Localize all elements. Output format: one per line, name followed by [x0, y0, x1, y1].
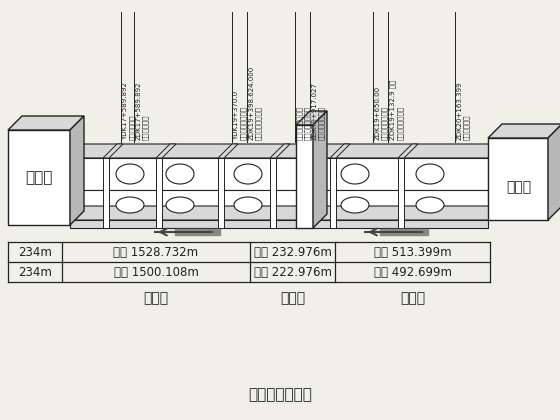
- Polygon shape: [103, 144, 123, 158]
- Text: 标段工程范围图: 标段工程范围图: [248, 387, 312, 402]
- Ellipse shape: [116, 197, 144, 213]
- Text: 盾构段: 盾构段: [400, 291, 425, 305]
- Polygon shape: [103, 158, 109, 228]
- Text: YDK19+370.0
粤山盾构始点里程: YDK19+370.0 粤山盾构始点里程: [234, 91, 247, 140]
- Polygon shape: [70, 206, 311, 220]
- Text: 中间风井起点里程
中同向结束点里程: 中间风井起点里程 中同向结束点里程: [296, 106, 311, 140]
- Text: 蛤地站: 蛤地站: [506, 180, 531, 194]
- Polygon shape: [70, 220, 297, 228]
- Ellipse shape: [166, 164, 194, 184]
- Polygon shape: [312, 220, 488, 228]
- Ellipse shape: [234, 164, 262, 184]
- Polygon shape: [313, 111, 327, 228]
- Polygon shape: [70, 144, 311, 158]
- Polygon shape: [398, 158, 404, 228]
- Polygon shape: [312, 158, 488, 190]
- Polygon shape: [218, 144, 238, 158]
- Polygon shape: [156, 144, 176, 158]
- Ellipse shape: [416, 197, 444, 213]
- Ellipse shape: [416, 164, 444, 184]
- Text: 右线 492.699m: 右线 492.699m: [374, 265, 451, 278]
- Text: 右线 1500.108m: 右线 1500.108m: [114, 265, 198, 278]
- Text: 左线 232.976m: 左线 232.976m: [254, 246, 332, 258]
- Ellipse shape: [166, 197, 194, 213]
- Polygon shape: [330, 144, 350, 158]
- Polygon shape: [70, 116, 84, 225]
- Text: ZDK20+163.399
区间终点里程: ZDK20+163.399 区间终点里程: [456, 81, 470, 140]
- Polygon shape: [270, 158, 276, 228]
- Polygon shape: [218, 158, 224, 228]
- Polygon shape: [330, 158, 336, 228]
- Text: 左线 222.976m: 左线 222.976m: [254, 265, 332, 278]
- Text: ZDK19+132.9 里程
金山盾构始点里程: ZDK19+132.9 里程 金山盾构始点里程: [390, 80, 404, 140]
- Text: ZDKT9+917.027
中间风井终点里程: ZDKT9+917.027 中间风井终点里程: [311, 82, 325, 140]
- Polygon shape: [312, 144, 502, 158]
- Text: ZDK19+398.624.000
中同向开始点里程: ZDK19+398.624.000 中同向开始点里程: [249, 66, 262, 140]
- Text: 234m: 234m: [18, 265, 52, 278]
- Polygon shape: [156, 158, 162, 228]
- Text: 盾构段: 盾构段: [143, 291, 169, 305]
- Polygon shape: [312, 190, 488, 220]
- Ellipse shape: [341, 164, 369, 184]
- Polygon shape: [8, 116, 84, 130]
- Polygon shape: [296, 125, 313, 228]
- Polygon shape: [70, 190, 297, 220]
- Ellipse shape: [341, 197, 369, 213]
- Polygon shape: [398, 144, 418, 158]
- Text: 西平站: 西平站: [25, 170, 53, 185]
- Text: 左线 513.399m: 左线 513.399m: [374, 246, 451, 258]
- Text: 矿山段: 矿山段: [280, 291, 305, 305]
- Ellipse shape: [234, 197, 262, 213]
- Text: 234m: 234m: [18, 246, 52, 258]
- Text: 左线 1528.732m: 左线 1528.732m: [114, 246, 199, 258]
- Ellipse shape: [116, 164, 144, 184]
- Polygon shape: [488, 124, 560, 138]
- Polygon shape: [8, 130, 70, 225]
- Text: YDK17+589.892
区间终点里程: YDK17+589.892 区间终点里程: [123, 82, 136, 140]
- Polygon shape: [70, 158, 297, 190]
- Polygon shape: [548, 124, 560, 220]
- Polygon shape: [488, 138, 548, 220]
- Text: ZDK19+650.00
粤山盾构始点里程: ZDK19+650.00 粤山盾构始点里程: [375, 86, 388, 140]
- Polygon shape: [296, 111, 327, 125]
- Polygon shape: [312, 206, 502, 220]
- Text: ZDK17+589.892
区间终点里程: ZDK17+589.892 区间终点里程: [136, 81, 149, 140]
- Polygon shape: [270, 144, 290, 158]
